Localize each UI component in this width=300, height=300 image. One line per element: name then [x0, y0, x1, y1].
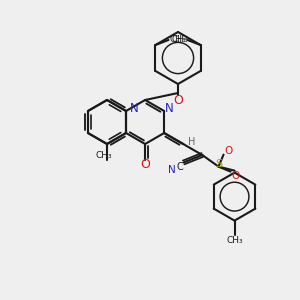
Text: O: O: [224, 146, 233, 156]
Text: S: S: [215, 159, 222, 169]
Text: CH₃: CH₃: [169, 34, 186, 43]
Text: CH₃: CH₃: [96, 151, 112, 160]
Text: CH₃: CH₃: [226, 236, 243, 245]
Text: N: N: [130, 101, 138, 115]
Text: N: N: [168, 165, 176, 176]
Text: C: C: [176, 162, 183, 172]
Text: N: N: [165, 101, 173, 115]
Text: O: O: [173, 94, 183, 106]
Text: O: O: [140, 158, 150, 172]
Text: CH₃: CH₃: [171, 34, 188, 43]
Text: H: H: [188, 137, 195, 147]
Text: O: O: [231, 171, 240, 181]
